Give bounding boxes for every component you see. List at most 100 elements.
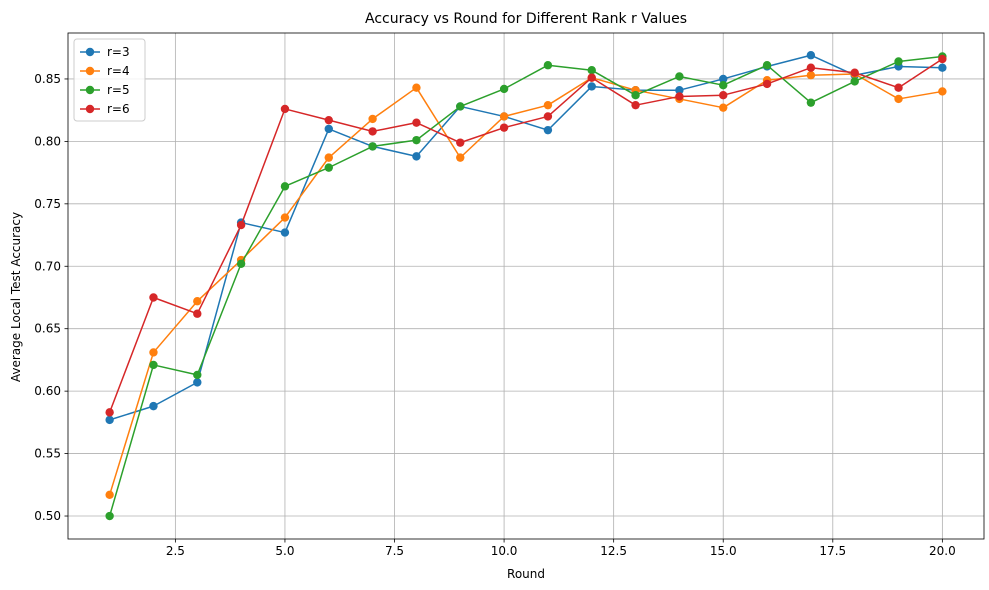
data-point (587, 73, 596, 82)
data-point (149, 360, 158, 370)
data-point (543, 61, 553, 70)
data-point (280, 213, 290, 222)
x-tick-label: 7.5 (385, 544, 404, 558)
data-point (149, 293, 158, 302)
data-point (368, 114, 377, 124)
data-point (105, 415, 114, 425)
x-tick-label: 15.0 (710, 544, 737, 558)
data-point (149, 401, 158, 411)
data-point (456, 102, 465, 111)
data-point (412, 83, 421, 92)
data-point (368, 142, 377, 151)
data-point (719, 103, 728, 112)
data-point (938, 63, 947, 72)
x-tick-label: 20.0 (929, 544, 956, 558)
data-point (806, 63, 816, 72)
series-line (108, 73, 943, 496)
legend-label: r=4 (107, 64, 130, 78)
y-tick-label: 0.50 (34, 509, 61, 523)
legend-marker (85, 66, 95, 76)
data-point (193, 297, 202, 306)
data-point (631, 90, 640, 100)
data-point (894, 94, 903, 104)
series-line (109, 54, 943, 421)
legend-marker (85, 47, 95, 57)
y-tick-label: 0.85 (34, 72, 61, 86)
data-point (324, 153, 333, 162)
data-point (105, 511, 114, 521)
axes-frame (67, 32, 985, 540)
data-point (806, 98, 816, 107)
data-point (280, 104, 290, 114)
y-tick-label: 0.60 (34, 384, 61, 398)
data-point (850, 68, 859, 77)
data-point (762, 61, 772, 70)
data-point (675, 72, 684, 81)
data-point (193, 378, 202, 387)
series-line (108, 58, 943, 413)
data-point (280, 228, 290, 237)
data-point (280, 182, 290, 191)
data-point (412, 152, 421, 161)
series-r=5 (105, 52, 947, 521)
data-point (938, 54, 947, 64)
data-point (105, 408, 114, 417)
data-point (806, 51, 816, 60)
series-r=6 (105, 54, 947, 417)
data-point (543, 125, 553, 135)
data-point (587, 82, 596, 91)
x-tick-label: 2.5 (166, 544, 185, 558)
data-point (675, 92, 684, 101)
data-point (105, 490, 114, 499)
x-tick-label: 17.5 (819, 544, 846, 558)
legend-label: r=3 (107, 45, 130, 59)
data-point (719, 80, 728, 90)
legend-marker (85, 104, 95, 114)
data-point (631, 100, 640, 110)
data-point (412, 135, 421, 145)
x-tick-label: 12.5 (600, 544, 627, 558)
data-point (368, 127, 377, 136)
data-point (499, 123, 509, 132)
chart-title: Accuracy vs Round for Different Rank r V… (365, 11, 687, 27)
data-point (543, 100, 553, 110)
legend-marker (85, 85, 95, 95)
data-point (587, 66, 596, 75)
data-point (412, 118, 421, 127)
data-point (806, 71, 816, 80)
data-point (938, 87, 947, 96)
data-point (499, 84, 509, 94)
data-point (324, 163, 333, 172)
data-point (193, 370, 202, 380)
legend-label: r=6 (107, 102, 130, 116)
data-point (149, 348, 158, 357)
y-tick-label: 0.75 (34, 197, 61, 211)
y-tick-label: 0.70 (34, 259, 61, 273)
series-line (108, 55, 943, 517)
data-point (894, 57, 903, 66)
legend-item: r=5 (80, 83, 130, 97)
data-point (894, 83, 903, 92)
legend: r=3 r=4 r=5 r=6 (73, 38, 146, 122)
y-axis-title: Average Local Test Accuracy (9, 212, 23, 382)
y-tick-label: 0.80 (34, 134, 61, 148)
legend-item: r=3 (80, 45, 130, 59)
data-point (675, 85, 684, 95)
data-point (236, 220, 246, 230)
x-tick-label: 5.0 (275, 544, 294, 558)
plot-area (105, 51, 947, 521)
grid-lines (68, 33, 984, 539)
data-point (499, 112, 509, 121)
data-point (719, 90, 728, 100)
data-point (719, 74, 728, 84)
data-point (456, 138, 465, 147)
data-point (762, 79, 772, 89)
y-axis: 0.50 0.55 0.60 0.65 0.70 0.75 0.80 0.85 (34, 72, 68, 523)
legend-box (73, 38, 146, 122)
x-axis-title: Round (507, 567, 545, 581)
data-point (236, 259, 246, 268)
data-point (193, 309, 202, 318)
x-axis: 2.5 5.0 7.5 10.0 12.5 15.0 17.5 20.0 (166, 539, 956, 558)
